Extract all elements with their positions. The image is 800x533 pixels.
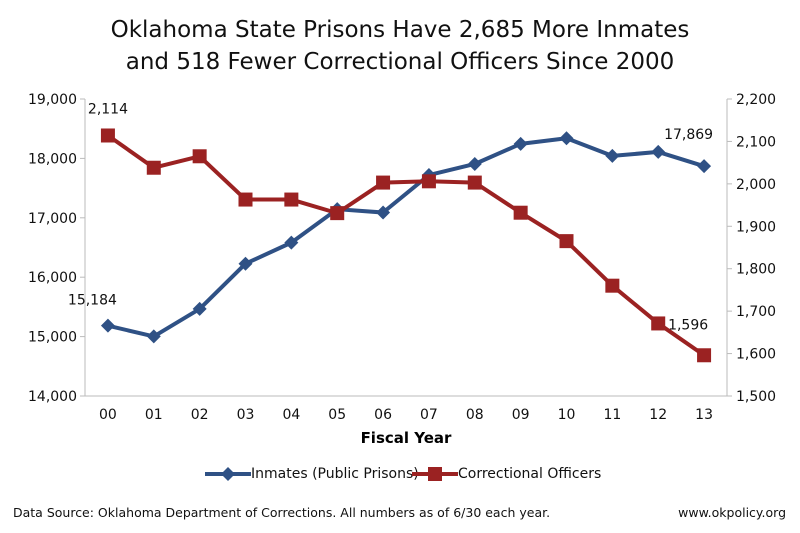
legend-label-officers: Correctional Officers: [458, 466, 602, 482]
x-tick-label: 09: [512, 407, 530, 423]
officers-data-point: [467, 175, 482, 190]
x-tick-label: 05: [328, 407, 346, 423]
x-tick-label: 01: [145, 407, 163, 423]
inmates-data-point: [605, 148, 620, 163]
x-axis-title: Fiscal Year: [361, 429, 452, 447]
right-tick-label: 2,000: [736, 177, 776, 193]
right-tick-label: 2,100: [736, 134, 776, 150]
inmates-data-point: [651, 144, 666, 159]
officers-data-point: [513, 205, 528, 220]
right-tick-label: 2,200: [736, 92, 776, 108]
inmates-data-point: [238, 256, 253, 271]
right-tick-label: 1,900: [736, 219, 776, 235]
x-tick-label: 04: [282, 407, 300, 423]
left-tick-label: 17,000: [28, 211, 77, 227]
data-label-inmates-last: 17,869: [664, 127, 713, 143]
x-tick-label: 10: [558, 407, 576, 423]
inmates-data-point: [100, 318, 115, 333]
left-tick-label: 18,000: [28, 151, 77, 167]
officers-data-point: [330, 206, 345, 221]
x-tick-label: 11: [603, 407, 621, 423]
left-tick-label: 14,000: [28, 389, 77, 405]
inmates-data-point: [467, 156, 482, 171]
right-tick-label: 1,600: [736, 347, 776, 363]
officers-data-point: [376, 175, 391, 190]
officers-data-point: [651, 316, 666, 331]
x-tick-label: 03: [237, 407, 255, 423]
data-label-inmates-first: 15,184: [68, 293, 117, 309]
right-tick-label: 1,700: [736, 304, 776, 320]
officers-data-point: [192, 149, 207, 164]
officers-data-point: [697, 348, 712, 363]
officers-data-point: [421, 174, 436, 189]
data-source-note: Data Source: Oklahoma Department of Corr…: [13, 505, 551, 520]
officers-data-point: [284, 192, 299, 207]
website-link[interactable]: www.okpolicy.org: [678, 505, 786, 520]
inmates-data-point: [513, 136, 528, 151]
officers-data-point: [100, 128, 115, 143]
x-tick-label: 08: [466, 407, 484, 423]
inmates-data-point: [192, 301, 207, 316]
right-tick-label: 1,800: [736, 262, 776, 278]
series-line-officers: [106, 133, 706, 357]
officers-data-point: [605, 278, 620, 293]
data-label-officers-last: 1,596: [668, 317, 708, 333]
legend-label-inmates: Inmates (Public Prisons): [251, 466, 419, 482]
inmates-data-point: [559, 131, 574, 146]
left-tick-label: 15,000: [28, 330, 77, 346]
left-tick-label: 16,000: [28, 270, 77, 286]
series-line-inmates: [107, 136, 705, 339]
officers-data-point: [146, 160, 161, 175]
x-tick-label: 13: [695, 407, 713, 423]
chart-title-line-1: Oklahoma State Prisons Have 2,685 More I…: [110, 17, 690, 43]
x-tick-label: 00: [99, 407, 117, 423]
x-tick-label: 06: [374, 407, 392, 423]
officers-data-point: [238, 192, 253, 207]
data-label-officers-first: 2,114: [88, 101, 128, 117]
x-tick-label: 12: [649, 407, 667, 423]
x-tick-label: 02: [191, 407, 209, 423]
chart-title-line-2: and 518 Fewer Correctional Officers Sinc…: [125, 49, 675, 75]
legend-item-officers: Correctional Officers: [412, 466, 601, 482]
inmates-data-point: [376, 205, 391, 220]
inmates-data-point: [146, 329, 161, 344]
x-tick-label: 07: [420, 407, 438, 423]
legend-item-inmates: Inmates (Public Prisons): [205, 466, 419, 482]
inmates-data-point: [697, 159, 712, 174]
officers-data-point: [559, 234, 574, 249]
right-tick-label: 1,500: [736, 389, 776, 405]
left-tick-label: 19,000: [28, 92, 77, 108]
inmates-data-point: [284, 235, 299, 250]
